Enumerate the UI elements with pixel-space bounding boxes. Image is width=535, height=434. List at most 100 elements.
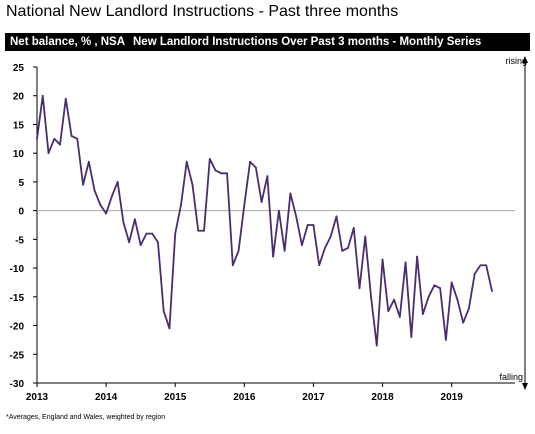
data-point: [324, 247, 326, 249]
data-point: [249, 160, 251, 163]
data-point: [347, 247, 349, 249]
data-point: [82, 183, 84, 186]
data-point: [277, 209, 280, 212]
data-point: [214, 169, 217, 172]
data-point: [208, 158, 211, 160]
direction-arrow: rising falling: [499, 56, 528, 390]
data-point: [76, 137, 79, 140]
data-point: [468, 307, 470, 310]
data-point: [237, 249, 240, 252]
data-point: [444, 339, 447, 341]
x-tick-label: 2014: [95, 392, 118, 403]
y-tick-label: -15: [10, 293, 25, 304]
y-tick-label: -30: [10, 379, 25, 390]
data-point: [421, 313, 424, 315]
data-point: [231, 264, 234, 267]
arrow-down-icon: [522, 383, 528, 390]
data-point: [485, 264, 488, 267]
data-point: [479, 264, 482, 267]
data-point: [375, 344, 378, 347]
data-point: [335, 215, 338, 218]
y-tick-label: 10: [13, 149, 25, 160]
data-point: [416, 255, 418, 258]
data-point: [53, 137, 56, 140]
data-point: [462, 321, 465, 324]
data-point: [254, 166, 257, 169]
data-point: [318, 264, 321, 267]
data-point: [491, 290, 493, 292]
data-point: [145, 232, 148, 235]
data-point: [93, 189, 96, 192]
chart-banner: Net balance, % , NSA New Landlord Instru…: [5, 33, 530, 51]
y-tick-label: -10: [10, 264, 25, 275]
data-point: [306, 224, 309, 226]
data-point: [157, 241, 159, 244]
banner-units-label: Net balance, % , NSA: [10, 36, 126, 48]
data-point: [134, 218, 136, 221]
y-tick-label: -5: [15, 235, 24, 246]
data-point: [36, 137, 38, 140]
series-line: [36, 94, 493, 347]
banner-series-title: New Landlord Instructions Over Past 3 mo…: [133, 36, 482, 48]
falling-label: falling: [499, 372, 523, 382]
data-point: [110, 195, 113, 198]
x-tick-label: 2015: [164, 392, 187, 403]
data-point: [352, 226, 355, 229]
data-point: [427, 295, 430, 298]
data-point: [301, 244, 303, 247]
data-point: [122, 221, 125, 224]
data-point: [151, 232, 154, 235]
x-tick-label: 2018: [371, 392, 394, 403]
data-point: [410, 336, 413, 338]
data-point: [70, 135, 73, 137]
y-tick-labels: 25 20 15 10 5 0 -5 -10 -15 -20 -25 -30: [10, 63, 37, 390]
data-point: [358, 287, 361, 290]
data-point: [370, 295, 372, 298]
data-point: [174, 232, 177, 235]
y-tick-label: 25: [13, 63, 25, 74]
data-point: [329, 235, 332, 238]
chart-title: National New Landlord Instructions - Pas…: [6, 3, 399, 20]
data-point: [398, 316, 401, 318]
y-tick-label: -25: [10, 350, 25, 361]
data-point: [116, 181, 119, 183]
data-point: [64, 97, 67, 100]
data-point: [387, 310, 390, 313]
data-point: [404, 261, 407, 264]
data-point: [364, 235, 367, 238]
data-point: [47, 152, 50, 155]
data-point: [185, 160, 188, 163]
x-tick-label: 2019: [441, 392, 464, 403]
y-tick-label: 15: [13, 120, 25, 131]
y-tick-label: 20: [13, 92, 25, 103]
data-point: [295, 215, 298, 218]
data-point: [341, 249, 344, 252]
arrow-up-icon: [522, 56, 528, 63]
data-point: [456, 298, 459, 301]
y-tick-label: 5: [18, 178, 24, 189]
x-tick-labels: 2013 2014 2015 2016 2017 2018 2019: [26, 383, 463, 403]
data-point: [450, 281, 453, 284]
data-point: [283, 249, 286, 252]
data-point: [139, 244, 142, 247]
rising-label: rising: [505, 56, 527, 66]
y-tick-label: -20: [10, 322, 25, 333]
data-point: [266, 175, 269, 178]
data-point: [203, 229, 205, 232]
data-point: [260, 201, 263, 203]
data-point: [226, 172, 228, 175]
x-tick-label: 2013: [26, 392, 49, 403]
data-point: [99, 203, 102, 206]
data-point: [162, 310, 165, 313]
x-tick-label: 2016: [233, 392, 256, 403]
series-points: [36, 94, 493, 347]
data-point: [393, 298, 395, 301]
data-point: [168, 327, 171, 330]
data-point: [220, 172, 223, 175]
data-point: [105, 212, 108, 215]
footnote: *Averages, England and Wales, weighted b…: [6, 414, 166, 421]
data-point: [41, 94, 44, 97]
y-tick-label: 0: [18, 207, 24, 218]
data-point: [473, 272, 476, 275]
